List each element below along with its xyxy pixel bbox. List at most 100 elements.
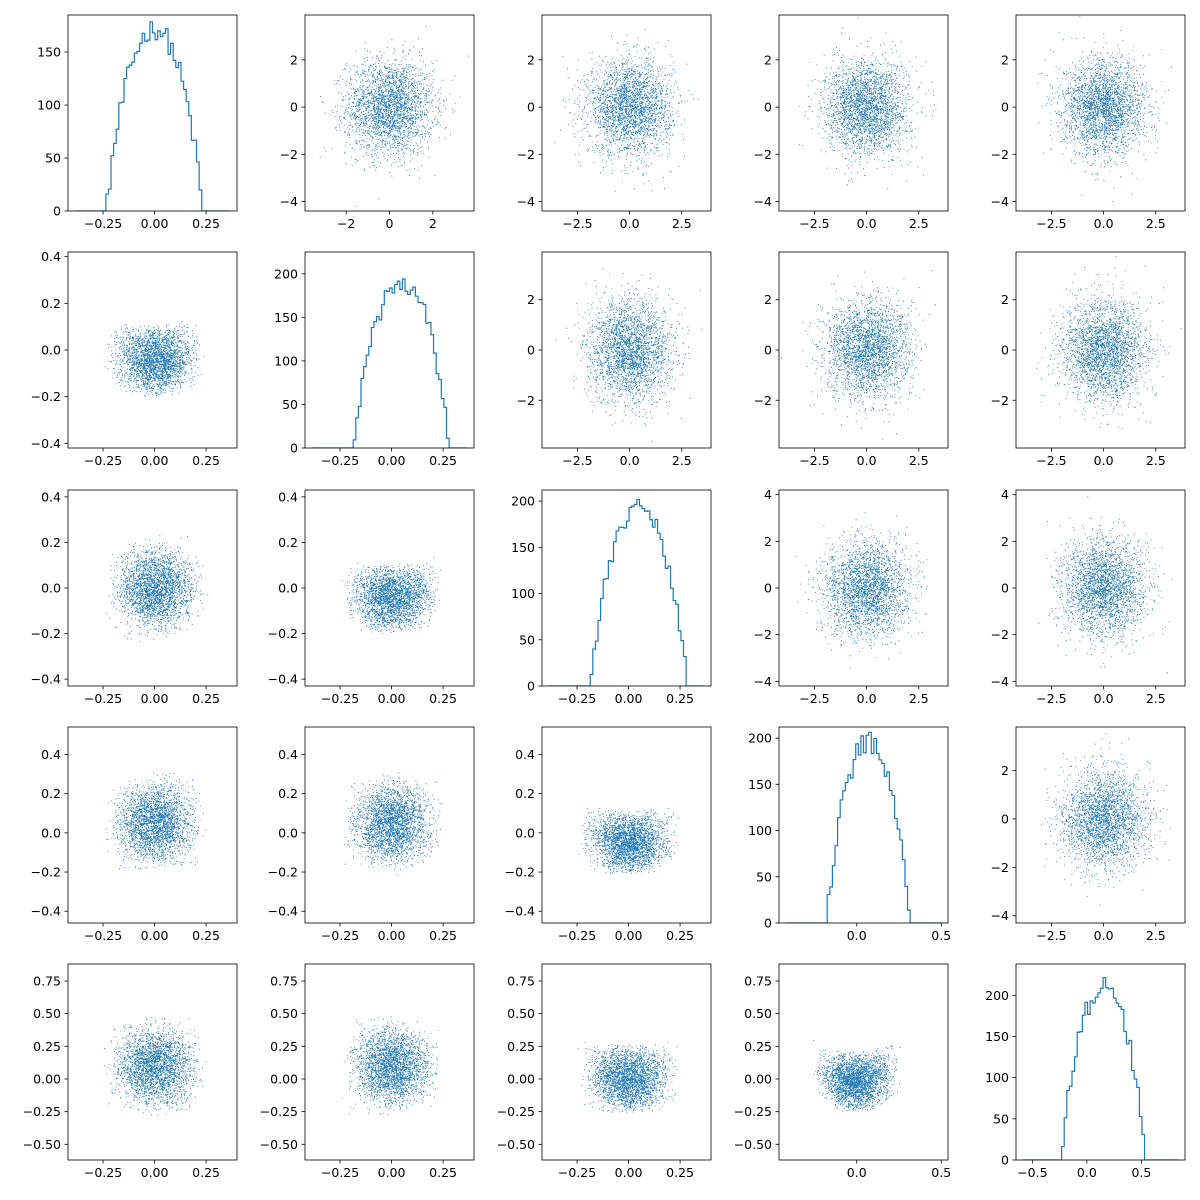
y-tick-label: −4 [991,674,1009,689]
x-tick-label: 2.5 [909,216,929,231]
scatter-points [106,535,209,642]
x-tick-label: 0.25 [192,928,220,943]
y-tick-label: 2 [1001,292,1009,307]
scatter-points [1036,256,1182,430]
y-tick-label: 0 [527,100,535,115]
histogram-step-line [548,498,705,686]
y-tick-label: −0.2 [31,865,61,880]
x-tick-label: 0.00 [615,1165,643,1180]
scatter-series [342,557,442,634]
y-tick-label: 0.00 [270,1071,298,1086]
x-tick-label: 0 [386,216,394,231]
scatter-series [344,772,443,876]
y-tick-label: −0.50 [23,1137,61,1152]
y-tick-label: −0.50 [734,1137,772,1152]
y-tick-label: 0.75 [33,973,61,988]
y-tick-label: 0.50 [507,1006,535,1021]
panel-r0-c2: −2.5 0.0 2.5 −4 −2 0 2 [517,14,712,231]
y-tick-label: −4 [280,194,298,209]
y-tick-label: 0 [290,441,298,456]
x-tick-label: 0.25 [429,928,457,943]
x-tick-label: 0.0 [857,216,877,231]
x-tick-label: 0.25 [192,216,220,231]
x-tick-label: 0.0 [1077,1165,1097,1180]
histogram-step-line [311,278,468,448]
scatter-series [1037,16,1172,202]
scatter-points [344,772,443,876]
x-tick-label: −2.5 [1036,691,1066,706]
y-tick-label: 0 [1001,811,1009,826]
axes-frame [304,726,475,924]
y-tick-label: 0 [290,100,298,115]
axes-frame [541,726,712,924]
panel-r0-c1: −2 0 2 −4 −2 0 2 [280,14,475,231]
y-tick-label: 200 [274,266,298,281]
x-tick-label: 0.25 [192,453,220,468]
scatter-points [106,772,206,870]
y-tick-label: −0.25 [734,1104,772,1119]
y-tick-label: −2 [754,147,772,162]
x-tick-label: 0.5 [931,1165,951,1180]
x-tick-label: −2.5 [799,691,829,706]
panel-r4-c0: −0.25 0.00 0.25 −0.50 −0.25 0.00 0.25 0.50 0.75 [23,963,238,1180]
y-tick-label: 2 [290,52,298,67]
scatter-series [577,1041,678,1113]
y-tick-label: 0.2 [41,535,61,550]
x-tick-label: −2.5 [1036,216,1066,231]
x-tick-label: 0.00 [141,216,169,231]
x-tick-label: 0.25 [192,691,220,706]
scatter-points [1041,732,1171,906]
scatter-points [579,808,680,874]
scatter-points [577,1041,678,1113]
x-tick-label: −0.5 [1017,1165,1047,1180]
y-tick-label: −2 [991,860,1009,875]
y-tick-label: 0.4 [41,249,61,264]
x-tick-label: 2 [429,216,437,231]
y-tick-label: −0.4 [31,904,61,919]
y-tick-label: 0.4 [41,747,61,762]
panel-r0-c0: −0.25 0.00 0.25 0 50 100 150 [37,14,238,231]
x-tick-label: 2.5 [909,691,929,706]
panel-r3-c4: −2.5 0.0 2.5 −4 −2 0 2 [991,726,1186,943]
y-tick-label: 150 [985,1029,1009,1044]
x-tick-label: −2.5 [799,453,829,468]
axes-frame [67,14,238,212]
y-tick-label: −0.4 [268,904,298,919]
y-tick-label: −0.25 [23,1104,61,1119]
y-tick-label: 50 [45,151,61,166]
y-tick-label: 0.0 [278,825,298,840]
y-tick-label: 0.25 [744,1039,772,1054]
x-tick-label: 2.5 [1146,691,1166,706]
panel-r2-c0: −0.25 0.00 0.25 −0.4 −0.2 0.0 0.2 0.4 [31,489,238,706]
panel-r3-c3: 0.0 0.5 0 50 100 150 200 [748,726,951,943]
x-tick-label: 0.00 [615,691,643,706]
y-tick-label: 4 [764,487,772,502]
y-tick-label: −2 [754,627,772,642]
y-tick-label: 0.00 [33,1071,61,1086]
scatter-series [104,321,205,397]
axes-frame [541,14,712,212]
y-tick-label: 0.75 [744,973,772,988]
x-tick-label: 0.0 [857,691,877,706]
y-tick-label: 100 [274,353,298,368]
x-tick-label: 2.5 [1146,216,1166,231]
y-tick-label: 0.2 [41,786,61,801]
histogram-step-line [785,731,942,923]
axes-frame [541,489,712,687]
y-tick-label: −0.50 [497,1137,535,1152]
y-tick-label: 150 [274,310,298,325]
y-tick-label: 0.0 [515,825,535,840]
scatter-series [1041,732,1171,906]
y-tick-label: −0.25 [497,1104,535,1119]
axes-frame [1015,726,1186,924]
y-tick-label: 50 [519,632,535,647]
x-tick-label: 0.00 [378,691,406,706]
x-tick-label: −2.5 [562,216,592,231]
x-tick-label: −0.25 [321,691,359,706]
scatter-series [106,772,206,870]
y-tick-label: −2 [280,147,298,162]
panel-r4-c1: −0.25 0.00 0.25 −0.50 −0.25 0.00 0.25 0.50 0.75 [260,963,475,1180]
x-tick-label: −2.5 [799,216,829,231]
y-tick-label: −2 [517,147,535,162]
